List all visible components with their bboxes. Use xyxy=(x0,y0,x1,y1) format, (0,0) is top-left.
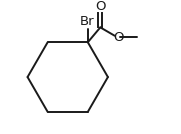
Text: O: O xyxy=(95,0,106,13)
Text: O: O xyxy=(113,31,124,44)
Text: Br: Br xyxy=(80,15,94,28)
